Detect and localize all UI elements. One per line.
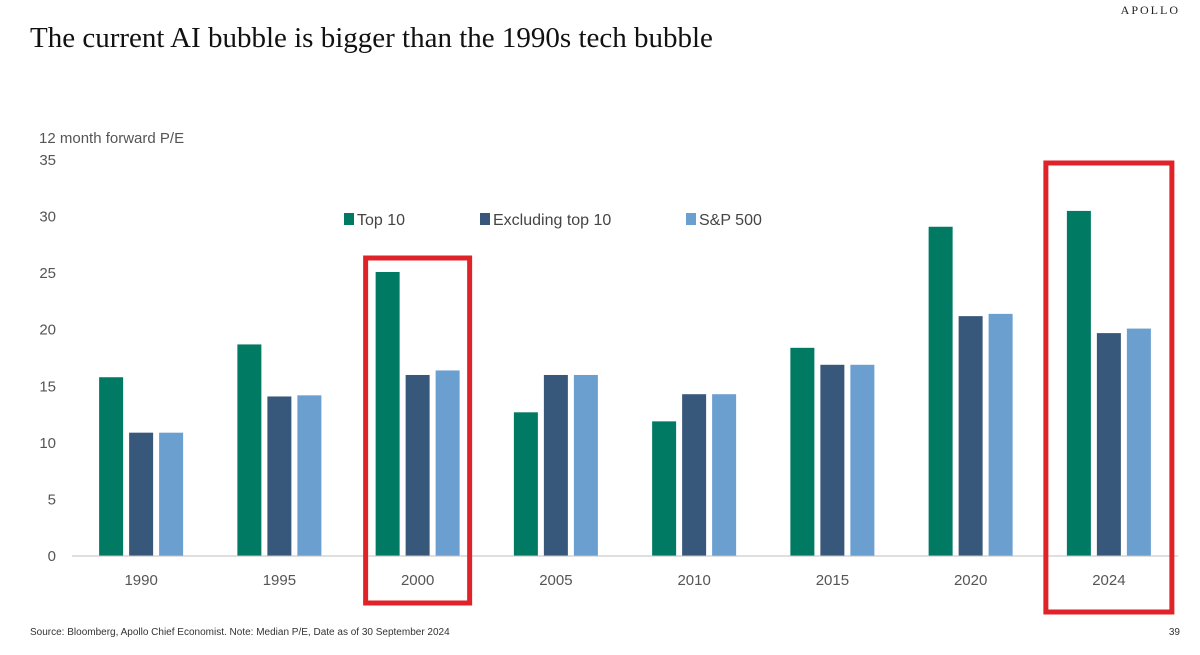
bar-s-p-500-2005 <box>573 374 598 556</box>
source-note: Source: Bloomberg, Apollo Chief Economis… <box>30 627 450 638</box>
y-tick-label: 5 <box>48 491 56 508</box>
highlight-box-2000 <box>363 255 473 606</box>
y-tick-label: 15 <box>39 378 56 395</box>
legend-label: Top 10 <box>357 212 405 229</box>
x-tick-label: 2024 <box>1092 572 1125 589</box>
bar-excluding-top-10-2000 <box>405 374 430 556</box>
bar-s-p-500-2024 <box>1126 328 1151 556</box>
y-tick-label: 20 <box>39 322 56 339</box>
bar-top-10-2010 <box>652 421 677 556</box>
x-tick-label: 2015 <box>816 572 849 589</box>
bar-s-p-500-1995 <box>297 395 322 556</box>
y-tick-label: 30 <box>39 209 56 226</box>
bar-s-p-500-1990 <box>159 432 184 556</box>
bar-s-p-500-2015 <box>850 364 875 556</box>
legend-label: S&P 500 <box>699 212 762 229</box>
y-axis-ticks: 0 5 10 15 20 25 30 35 <box>39 152 56 565</box>
chart-title: The current AI bubble is bigger than the… <box>30 22 713 54</box>
x-axis-ticks: 1990 1995 2000 2005 2010 2015 2020 2024 <box>124 572 1125 589</box>
bar-top-10-2000 <box>375 272 400 556</box>
bar-s-p-500-2010 <box>712 394 737 556</box>
bar-s-p-500-2020 <box>988 313 1013 556</box>
bar-s-p-500-2000 <box>435 370 460 556</box>
legend-label: Excluding top 10 <box>493 212 611 229</box>
y-tick-label: 35 <box>39 152 56 169</box>
bar-groups <box>99 210 1151 557</box>
bar-top-10-1990 <box>99 377 124 556</box>
y-tick-label: 0 <box>48 548 56 565</box>
y-tick-label: 25 <box>39 265 56 282</box>
bar-excluding-top-10-2015 <box>820 364 845 556</box>
bar-excluding-top-10-2005 <box>543 374 568 556</box>
bar-excluding-top-10-2010 <box>682 394 707 556</box>
bar-top-10-2005 <box>513 412 538 556</box>
bar-top-10-2015 <box>790 347 815 556</box>
highlight-boxes <box>363 160 1175 615</box>
bar-excluding-top-10-2020 <box>958 316 983 556</box>
bar-top-10-2020 <box>928 226 953 557</box>
bar-excluding-top-10-1995 <box>267 396 292 556</box>
bar-top-10-1995 <box>237 344 262 556</box>
legend-swatch <box>344 213 354 225</box>
bar-top-10-2024 <box>1066 210 1091 556</box>
page-number: 39 <box>1168 627 1180 638</box>
legend: Top 10 Excluding top 10 S&P 500 <box>344 212 762 229</box>
x-tick-label: 2020 <box>954 572 987 589</box>
brand-logo: APOLLO <box>1120 3 1180 17</box>
x-tick-label: 2000 <box>401 572 434 589</box>
bar-excluding-top-10-2024 <box>1096 333 1121 556</box>
y-axis-label: 12 month forward P/E <box>39 130 184 147</box>
bar-excluding-top-10-1990 <box>129 432 154 556</box>
x-tick-label: 1995 <box>263 572 296 589</box>
y-tick-label: 10 <box>39 435 56 452</box>
highlight-box-2024 <box>1043 160 1175 615</box>
legend-swatch <box>480 213 490 225</box>
x-tick-label: 1990 <box>124 572 157 589</box>
x-tick-label: 2005 <box>539 572 572 589</box>
legend-swatch <box>686 213 696 225</box>
x-tick-label: 2010 <box>677 572 710 589</box>
